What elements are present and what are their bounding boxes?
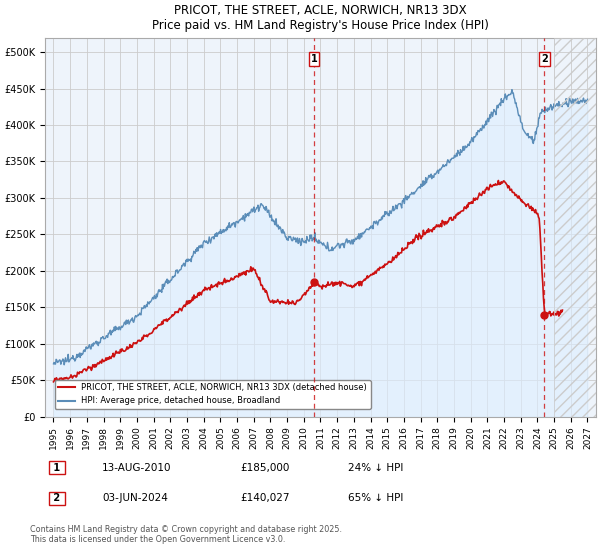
Text: 2: 2 — [541, 54, 548, 64]
Text: 65% ↓ HPI: 65% ↓ HPI — [348, 493, 403, 503]
Text: 03-JUN-2024: 03-JUN-2024 — [102, 493, 168, 503]
Text: 24% ↓ HPI: 24% ↓ HPI — [348, 463, 403, 473]
Title: PRICOT, THE STREET, ACLE, NORWICH, NR13 3DX
Price paid vs. HM Land Registry's Ho: PRICOT, THE STREET, ACLE, NORWICH, NR13 … — [152, 4, 489, 32]
Text: £140,027: £140,027 — [240, 493, 290, 503]
Text: 1: 1 — [50, 463, 64, 473]
Text: 1: 1 — [311, 54, 317, 64]
Legend: PRICOT, THE STREET, ACLE, NORWICH, NR13 3DX (detached house), HPI: Average price: PRICOT, THE STREET, ACLE, NORWICH, NR13 … — [55, 380, 371, 409]
Text: 2: 2 — [50, 493, 64, 503]
Text: 13-AUG-2010: 13-AUG-2010 — [102, 463, 172, 473]
Text: Contains HM Land Registry data © Crown copyright and database right 2025.
This d: Contains HM Land Registry data © Crown c… — [30, 525, 342, 544]
Text: £185,000: £185,000 — [240, 463, 289, 473]
